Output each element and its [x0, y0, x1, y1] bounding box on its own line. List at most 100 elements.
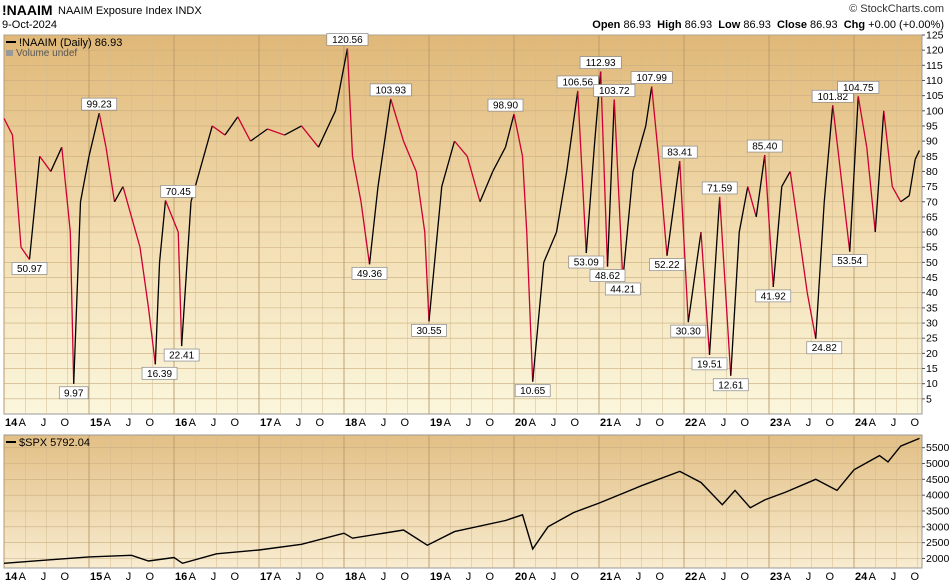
naaim-segment — [806, 292, 817, 339]
x-tick-label: A — [444, 571, 452, 583]
naaim-segment — [122, 186, 133, 218]
high-value: 86.93 — [684, 19, 713, 31]
naaim-segment — [823, 105, 834, 202]
x-tick-label: A — [104, 417, 112, 429]
symbol-name: NAAIM Exposure Index INDX — [58, 5, 202, 17]
x-tick-label: J — [296, 571, 302, 583]
x-tick-label: O — [825, 571, 834, 583]
naaim-segment — [50, 146, 63, 172]
data-label-box — [556, 75, 599, 89]
naaim-segment — [789, 171, 800, 233]
data-label-box — [670, 324, 707, 338]
naaim-segment — [513, 114, 524, 157]
x-tick-label: A — [869, 571, 877, 583]
naaim-segment — [504, 113, 515, 148]
x-tick-label: O — [60, 571, 69, 583]
naaim-segment — [700, 232, 711, 355]
x-tick-label: O — [485, 417, 494, 429]
data-label-box — [160, 185, 197, 198]
naaim-segment — [267, 128, 285, 136]
naaim-segment — [317, 110, 337, 148]
naaim-segment — [360, 201, 371, 265]
y-tick-label: 120 — [926, 45, 944, 57]
x-tick-label: O — [315, 417, 324, 429]
naaim-segment — [874, 110, 885, 233]
naaim-panel: 5 10 15 20 25 30 35 40 45 50 55 60 65 70 75 80 85 90 95 100… — [3, 30, 944, 429]
x-tick-label: A — [699, 571, 707, 583]
x-tick-label: 21 — [600, 417, 612, 429]
x-tick-label: O — [655, 417, 664, 429]
naaim-segment — [798, 231, 808, 293]
x-tick-label: O — [740, 417, 749, 429]
x-tick-label: 19 — [430, 571, 442, 583]
close-label: Close — [777, 19, 807, 31]
x-tick-label: O — [400, 417, 409, 429]
naaim-segment — [334, 48, 349, 111]
naaim-segment — [585, 141, 596, 254]
data-label: 70.45 — [166, 187, 191, 198]
data-label: 49.36 — [357, 269, 382, 280]
naaim-segment — [61, 147, 71, 233]
y-tick-label: 3000 — [926, 521, 950, 533]
y-tick-label: 90 — [926, 136, 938, 148]
data-label-box — [746, 139, 783, 153]
naaim-segment — [113, 186, 124, 203]
data-label-box — [837, 81, 880, 94]
x-tick-label: 23 — [770, 571, 782, 583]
x-tick-label: O — [60, 417, 69, 429]
x-tick-label: O — [910, 417, 919, 429]
data-label-box — [661, 145, 698, 159]
x-tick-label: O — [570, 417, 579, 429]
x-tick-label: A — [784, 571, 792, 583]
x-tick-label: 14 — [5, 417, 18, 429]
plot-background — [3, 34, 923, 415]
data-label-box — [806, 341, 843, 355]
naaim-segment — [69, 232, 75, 384]
naaim-segment — [479, 171, 494, 203]
naaim-segment — [28, 156, 41, 260]
x-tick-label: J — [891, 571, 897, 583]
naaim-segment — [428, 186, 443, 322]
x-tick-label: J — [636, 571, 642, 583]
x-tick-label: J — [126, 571, 132, 583]
naaim-segment — [708, 196, 721, 355]
naaim-segment — [781, 171, 791, 187]
x-tick-label: O — [740, 571, 749, 583]
naaim-segment — [181, 201, 192, 347]
naaim-segment — [838, 156, 851, 252]
chart-date: 9-Oct-2024 — [2, 19, 58, 31]
y-tick-label: 2500 — [926, 537, 950, 549]
naaim-segment — [849, 96, 859, 252]
x-tick-label: A — [19, 571, 27, 583]
naaim-segment — [594, 71, 602, 142]
data-label: 30.55 — [416, 326, 441, 337]
naaim-segment — [600, 71, 609, 267]
x-tick-label: 21 — [600, 571, 612, 583]
naaim-segment — [130, 216, 141, 248]
naaim-segment — [687, 231, 702, 323]
naaim-segment — [891, 186, 902, 203]
x-tick-label: J — [466, 571, 472, 583]
x-tick-label: 20 — [515, 417, 527, 429]
naaim-segment — [883, 110, 893, 187]
data-label: 103.72 — [599, 86, 630, 97]
x-tick-label: J — [891, 417, 897, 429]
data-label-box — [514, 384, 551, 398]
naaim-segment — [738, 186, 749, 233]
close-value: 86.93 — [810, 19, 838, 31]
naaim-segment — [730, 232, 740, 376]
naaim-segment — [237, 116, 252, 142]
naaim-segment — [645, 86, 653, 127]
data-label: 98.90 — [493, 101, 518, 112]
data-label: 9.97 — [64, 388, 84, 399]
x-tick-label: 22 — [685, 571, 697, 583]
naaim-segment — [88, 112, 100, 157]
naaim-segment — [346, 48, 354, 157]
naaim-segment — [719, 196, 732, 376]
naaim-segment — [914, 150, 921, 160]
data-label: 99.23 — [87, 100, 112, 111]
x-tick-label: O — [910, 571, 919, 583]
naaim-segment — [606, 99, 615, 267]
naaim-segment — [284, 125, 302, 136]
symbol-title: !NAAIM — [2, 2, 53, 18]
